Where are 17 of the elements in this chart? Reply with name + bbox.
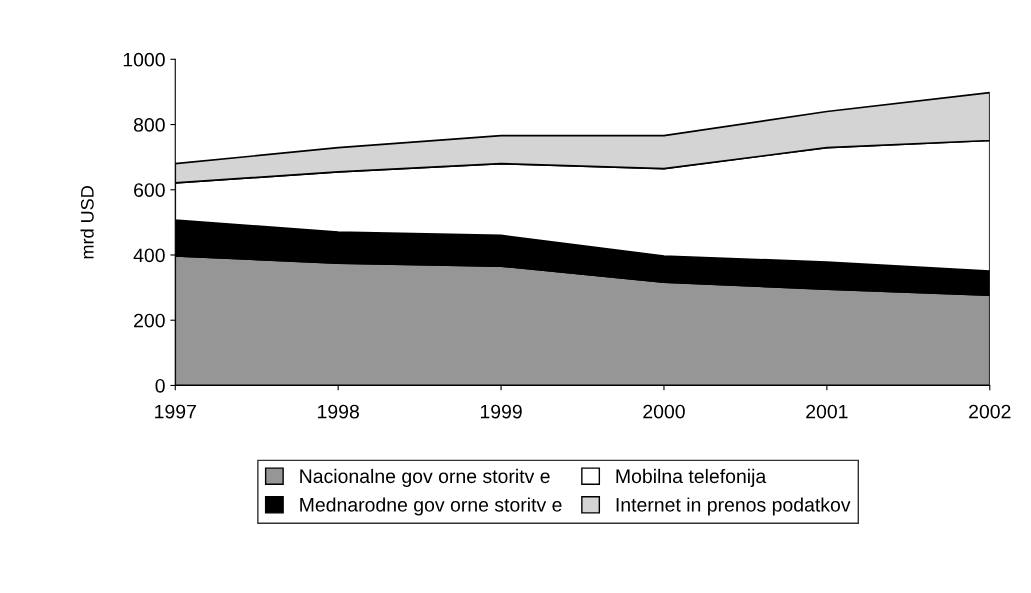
y-tick-label: 0: [155, 378, 165, 393]
legend-label: Nacionalne gov orne storitv e: [300, 468, 550, 487]
x-tick-label: 2001: [806, 404, 848, 419]
y-tick-label: 400: [133, 248, 165, 263]
x-tick-label: 1999: [480, 404, 522, 419]
y-tick-label: 600: [134, 183, 165, 197]
x-tick-label: 2000: [643, 404, 685, 419]
y-tick-label: 200: [134, 313, 165, 328]
y-tick-label: 1000: [123, 52, 165, 67]
y-tick-label: 800: [133, 118, 165, 132]
legend-label: Internet in prenos podatkov: [616, 497, 851, 516]
legend-label: Mednarodne gov orne storitv e: [300, 497, 562, 516]
x-tick-label: 2002: [969, 404, 1011, 419]
x-tick-label: 1998: [318, 404, 359, 419]
x-tick-label: 1997: [155, 404, 196, 419]
y-axis-title: mrd USD: [80, 186, 94, 259]
legend-label: Mobilna telefonija: [616, 468, 767, 487]
